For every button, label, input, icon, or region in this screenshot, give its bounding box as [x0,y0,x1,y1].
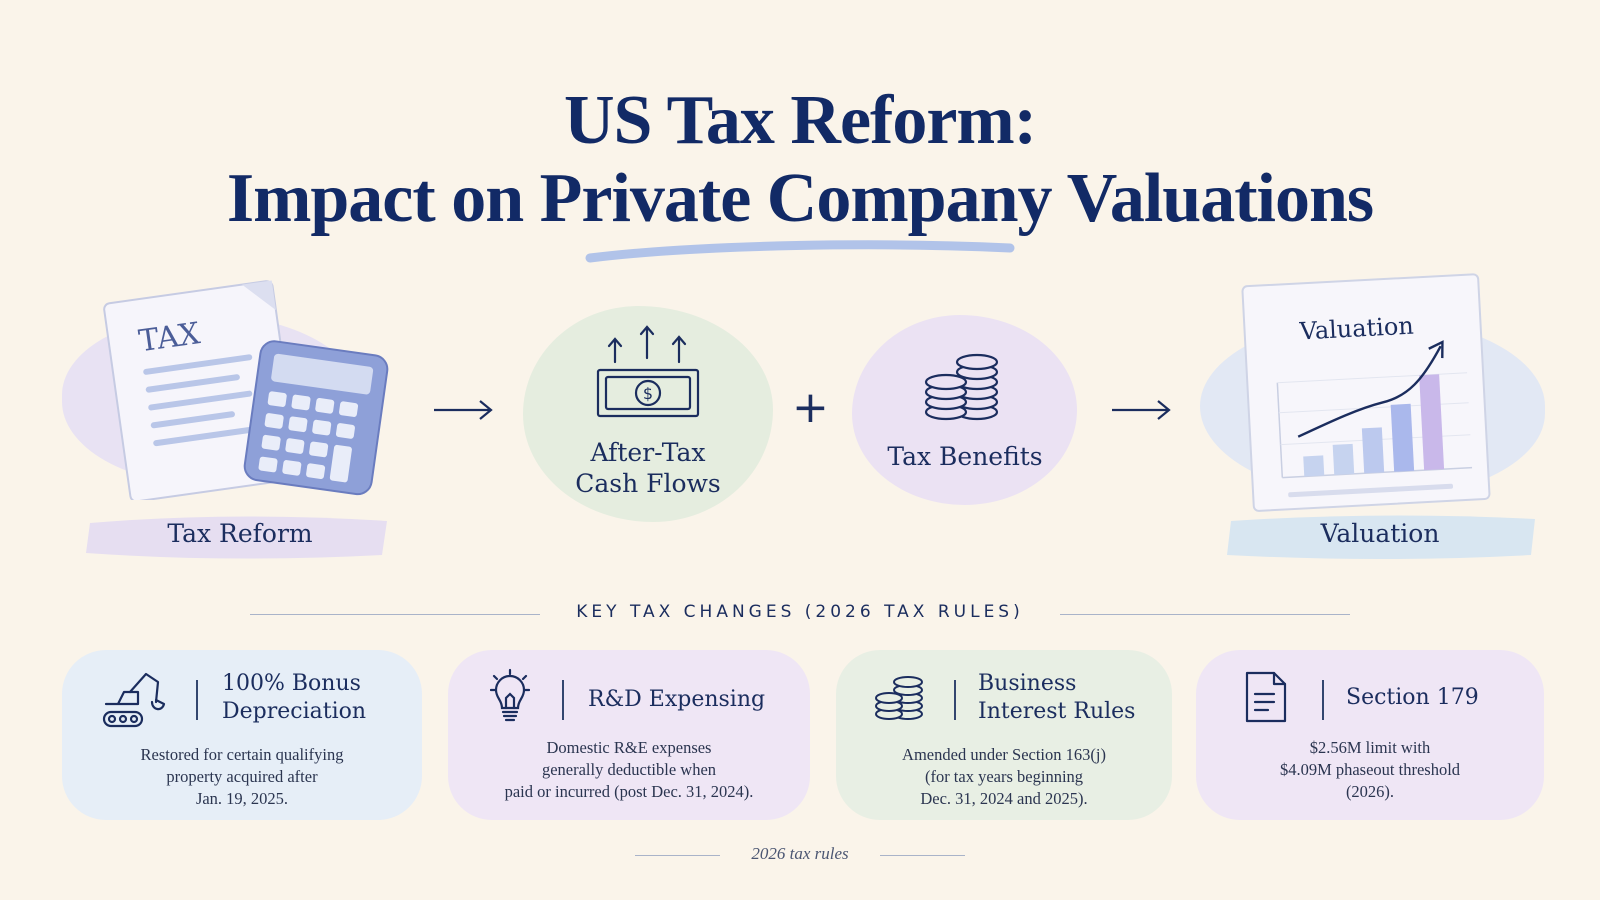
lightbulb-icon [490,668,530,722]
card-description-line-2: (for tax years beginning [924,767,1084,786]
cash-flows-label: After-Tax Cash Flows [548,437,748,499]
card-description: Restored for certain qualifying property… [62,744,422,810]
coins-stack-icon [924,353,999,421]
tax-benefits-label: Tax Benefits [887,442,1043,471]
card-bonus-depreciation: 100% Bonus Depreciation Restored for cer… [62,650,422,820]
document-icon [1245,671,1287,723]
card-description-line-2: property acquired after [166,767,318,786]
page-title: US Tax Reform: Impact on Private Company… [0,82,1600,238]
cash-flows-label-line-2: Cash Flows [575,469,721,498]
key-changes-divider-left [250,614,540,615]
title-line-2: Impact on Private Company Valuations [226,160,1374,237]
coins-icon [875,676,923,720]
card-description-line-3: (2026). [1345,782,1395,801]
calculator-icon [243,340,389,496]
card-description-line-1: Domestic R&E expenses [546,738,712,757]
card-title-line-2: Depreciation [222,699,367,724]
tax-reform-label: Tax Reform [167,519,313,548]
title-line-1: US Tax Reform: [563,82,1037,159]
card-title: 100% Bonus Depreciation [222,670,366,726]
key-changes-divider-right [1060,614,1350,615]
arrow-right-icon [1112,400,1171,420]
card-title-line-2: Interest Rules [978,699,1136,724]
valuation-chart-title: Valuation [1298,312,1414,346]
footer-note: 2026 tax rules [751,844,849,863]
card-description-line-2: generally deductible when [541,760,717,779]
valuation-label: Valuation [1320,519,1440,548]
card-description: Domestic R&E expenses generally deductib… [448,737,810,803]
card-description: Amended under Section 163(j) (for tax ye… [836,744,1172,810]
card-description-line-3: Dec. 31, 2024 and 2025). [920,789,1088,808]
card-description: $2.56M limit with $4.09M phaseout thresh… [1196,737,1544,803]
cash-flows-label-line-1: After-Tax [590,438,706,467]
card-rd-expensing: R&D Expensing Domestic R&E expenses gene… [448,650,810,820]
card-title-line-1: 100% Bonus [222,671,361,696]
card-separator [954,680,956,720]
tax-document-text: TAX [137,316,203,359]
card-title: R&D Expensing [588,687,766,712]
card-description-line-3: paid or incurred (post Dec. 31, 2024). [504,782,754,801]
plus-sign: + [792,382,829,433]
svg-text:$: $ [643,384,653,403]
cash-up-arrows-icon: $ [596,325,700,418]
card-description-line-2: $4.09M phaseout threshold [1279,760,1461,779]
card-description-line-1: Restored for certain qualifying [140,745,344,764]
card-separator [196,680,198,720]
footer-divider-left [635,855,720,856]
tax-reform-label-brush [86,516,387,559]
card-description-line-1: Amended under Section 163(j) [902,745,1106,764]
excavator-icon [102,672,166,728]
valuation-chart-icon: Valuation [1241,273,1491,512]
footer-divider-right [880,855,965,856]
card-title: Section 179 [1346,685,1479,710]
arrow-right-icon [434,400,493,420]
card-title: Business Interest Rules [978,670,1135,726]
title-underline [585,240,1015,263]
key-changes-heading: KEY TAX CHANGES (2026 TAX RULES) [576,602,1024,622]
valuation-label-brush [1227,515,1535,559]
card-description-line-3: Jan. 19, 2025. [195,789,289,808]
card-title-line-1: Business [978,671,1077,696]
card-description-line-1: $2.56M limit with [1309,738,1431,757]
card-separator [1322,680,1324,720]
card-business-interest: Business Interest Rules Amended under Se… [836,650,1172,820]
card-section-179: Section 179 $2.56M limit with $4.09M pha… [1196,650,1544,820]
card-separator [562,680,564,720]
